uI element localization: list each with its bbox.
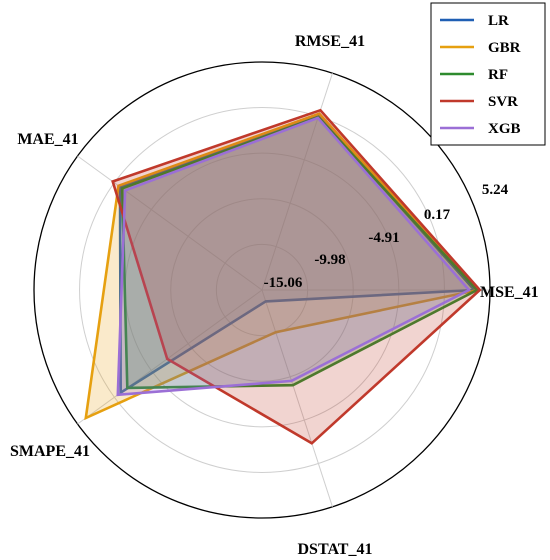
axis-label-smape_41: SMAPE_41 [10, 443, 90, 460]
axis-label-dstat_41: DSTAT_41 [298, 541, 373, 558]
radar-series [84, 108, 482, 445]
axis-label-mae_41: MAE_41 [17, 131, 78, 148]
legend-label-gbr: GBR [488, 40, 521, 56]
axis-spoke [261, 289, 333, 507]
series-xgb [116, 116, 472, 397]
legend-label-lr: LR [488, 13, 509, 29]
tick-label: -15.06 [264, 275, 303, 291]
radar-labels: MSE_41 RMSE_41 MAE_41 SMAPE_41 DSTAT_41 -15.0… [10, 33, 539, 558]
legend: LR GBR RF SVR XGB [430, 2, 546, 146]
legend-label-svr: SVR [488, 94, 518, 110]
legend-label-rf: RF [488, 67, 508, 83]
series-rf [120, 115, 480, 390]
tick-label: 5.24 [482, 182, 509, 198]
tick-label: -4.91 [368, 230, 399, 246]
axis-spoke [77, 155, 263, 291]
legend-label-xgb: XGB [488, 121, 521, 137]
axis-label-mse_41: MSE_41 [480, 284, 539, 301]
axis-label-rmse_41: RMSE_41 [295, 33, 365, 50]
tick-label: 0.17 [424, 207, 451, 223]
axis-spoke [77, 289, 263, 425]
series-svr [111, 108, 482, 445]
radar-grid [33, 61, 491, 519]
tick-label: -9.98 [314, 252, 345, 268]
